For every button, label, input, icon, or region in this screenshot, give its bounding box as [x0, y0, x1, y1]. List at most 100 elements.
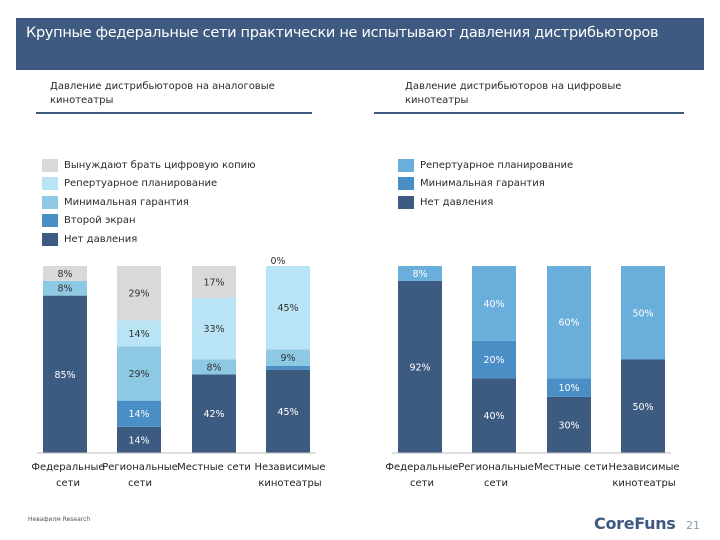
- analog-panel-title: Давление дистрибьюторов на аналоговые ки…: [50, 81, 275, 106]
- legend-swatch: [398, 177, 414, 191]
- bar-segment-репертуарное-планирование-0: [398, 266, 442, 281]
- data-label-репертуарное-планирование-0: 8%: [412, 269, 427, 280]
- bar-segment-репертуарное-планирование-3: [266, 266, 310, 350]
- legend-label: Вынуждают брать цифровую копию: [64, 159, 256, 171]
- legend-item-репертуарное-планирование: Репертуарное планирование: [42, 175, 256, 194]
- legend-item-нет-давления: Нет давления: [398, 193, 573, 212]
- bar-segment-репертуарное-планирование-2: [192, 297, 236, 360]
- bar-segment-нет-давления-3: [266, 369, 310, 453]
- category-label-2-0: Местные сети: [177, 462, 251, 473]
- bar-segment-вынуждают-брать-цифровую-копию-0: [43, 266, 87, 281]
- data-label-минимальная-гарантия-3: 9%: [280, 353, 295, 364]
- legend-label: Репертуарное планирование: [64, 178, 218, 190]
- data-label-нет-давления-3: 50%: [632, 402, 653, 413]
- category-label-0-0: Федеральные: [385, 462, 458, 473]
- legend-label: Репертуарное планирование: [420, 159, 574, 171]
- data-label-репертуарное-планирование-2: 33%: [203, 324, 224, 335]
- slide-title: Крупные федеральные сети практически не …: [26, 25, 659, 41]
- bar-segment-репертуарное-планирование-3: [621, 266, 665, 360]
- data-label-репертуарное-планирование-3: 45%: [277, 303, 298, 314]
- legend-label: Второй экран: [64, 215, 136, 227]
- data-label-нет-давления-0: 92%: [409, 362, 430, 373]
- legend-item-минимальная-гарантия: Минимальная гарантия: [398, 175, 573, 194]
- data-label-нет-давления-1: 14%: [128, 435, 149, 446]
- category-label-1-1: сети: [128, 478, 152, 489]
- bar-segment-репертуарное-планирование-2: [547, 266, 591, 379]
- data-label-репертуарное-планирование-1: 40%: [483, 299, 504, 310]
- legend-swatch: [42, 232, 58, 246]
- category-label-3-0: Независимые: [254, 462, 325, 473]
- data-label-вынуждают-брать-цифровую-копию-1: 29%: [128, 289, 149, 300]
- digital-panel-rule: [374, 112, 684, 114]
- data-label-репертуарное-планирование-2: 60%: [558, 318, 579, 329]
- legend-label: Минимальная гарантия: [64, 196, 189, 208]
- title-bar: Крупные федеральные сети практически не …: [16, 18, 704, 70]
- data-label-репертуарное-планирование-1: 14%: [128, 329, 149, 340]
- category-label-3-1: кинотеатры: [258, 478, 321, 489]
- legend-swatch: [42, 158, 58, 172]
- bar-segment-нет-давления-2: [547, 396, 591, 453]
- category-label-3-1: кинотеатры: [612, 478, 675, 489]
- bar-segment-нет-давления-1: [117, 426, 161, 453]
- legend-item-второй-экран: Второй экран: [42, 212, 256, 231]
- legend-label: Нет давления: [420, 196, 494, 208]
- analog-legend: Вынуждают брать цифровую копию Репертуарн…: [42, 156, 256, 249]
- legend-item-вынуждают-брать-цифровую-копию: Вынуждают брать цифровую копию: [42, 156, 256, 175]
- data-label-нет-давления-0: 85%: [54, 370, 75, 381]
- bar-segment-вынуждают-брать-цифровую-копию-1: [117, 266, 161, 321]
- category-label-1-0: Региональные: [458, 462, 534, 473]
- bar-segment-нет-давления-1: [472, 378, 516, 453]
- digital-legend: Репертуарное планирование Минимальная гар…: [398, 156, 573, 212]
- bar-segment-минимальная-гарантия-2: [547, 378, 591, 397]
- legend-swatch: [42, 177, 58, 191]
- data-label-минимальная-гарантия-2: 10%: [558, 383, 579, 394]
- bar-segment-минимальная-гарантия-1: [117, 346, 161, 401]
- legend-label: Нет давления: [64, 233, 138, 245]
- corefuns-logo: CoreFuns: [594, 514, 676, 533]
- data-label-минимальная-гарантия-2: 8%: [206, 362, 221, 373]
- data-label-минимальная-гарантия-1: 29%: [128, 369, 149, 380]
- bar-segment-вынуждают-брать-цифровую-копию-2: [192, 266, 236, 298]
- category-label-1-0: Региональные: [102, 462, 178, 473]
- data-label-второй-экран-1: 14%: [128, 409, 149, 420]
- data-label-вынуждают-брать-цифровую-копию-3: 0%: [270, 256, 285, 267]
- bar-segment-минимальная-гарантия-2: [192, 359, 236, 375]
- data-label-вынуждают-брать-цифровую-копию-0: 8%: [57, 269, 72, 280]
- analog-panel-rule: [36, 112, 312, 114]
- bar-segment-минимальная-гарантия-1: [472, 340, 516, 379]
- category-label-1-1: сети: [484, 478, 508, 489]
- bar-segment-репертуарное-планирование-1: [472, 266, 516, 341]
- legend-swatch: [398, 195, 414, 209]
- legend-label: Минимальная гарантия: [420, 178, 545, 190]
- legend-swatch: [42, 214, 58, 228]
- legend-item-минимальная-гарантия: Минимальная гарантия: [42, 193, 256, 212]
- bar-segment-минимальная-гарантия-3: [266, 349, 310, 366]
- category-label-0-1: сети: [56, 478, 80, 489]
- bar-segment-нет-давления-3: [621, 359, 665, 453]
- category-label-3-0: Независимые: [608, 462, 679, 473]
- source-note: Невафилм Research: [28, 516, 91, 523]
- data-label-нет-давления-1: 40%: [483, 411, 504, 422]
- bar-segment-второй-экран-3: [266, 365, 310, 370]
- bar-segment-нет-давления-0: [43, 295, 87, 453]
- category-label-0-0: Федеральные: [31, 462, 104, 473]
- bar-segment-второй-экран-1: [117, 400, 161, 427]
- legend-swatch: [42, 195, 58, 209]
- data-label-нет-давления-2: 30%: [558, 420, 579, 431]
- bar-segment-нет-давления-2: [192, 374, 236, 453]
- legend-item-репертуарное-планирование: Репертуарное планирование: [398, 156, 573, 175]
- bar-segment-минимальная-гарантия-0: [43, 280, 87, 296]
- category-label-0-1: сети: [410, 478, 434, 489]
- page-number: 21: [686, 519, 700, 532]
- category-label-2-0: Местные сети: [534, 462, 608, 473]
- data-label-нет-давления-3: 45%: [277, 407, 298, 418]
- bar-segment-репертуарное-планирование-1: [117, 320, 161, 347]
- data-label-нет-давления-2: 42%: [203, 409, 224, 420]
- legend-swatch: [398, 158, 414, 172]
- data-label-вынуждают-брать-цифровую-копию-2: 17%: [203, 277, 224, 288]
- digital-panel-title: Давление дистрибьюторов на цифровые кино…: [405, 81, 622, 106]
- bar-segment-нет-давления-0: [398, 280, 442, 453]
- data-label-минимальная-гарантия-1: 20%: [483, 355, 504, 366]
- legend-item-нет-давления: Нет давления: [42, 230, 256, 249]
